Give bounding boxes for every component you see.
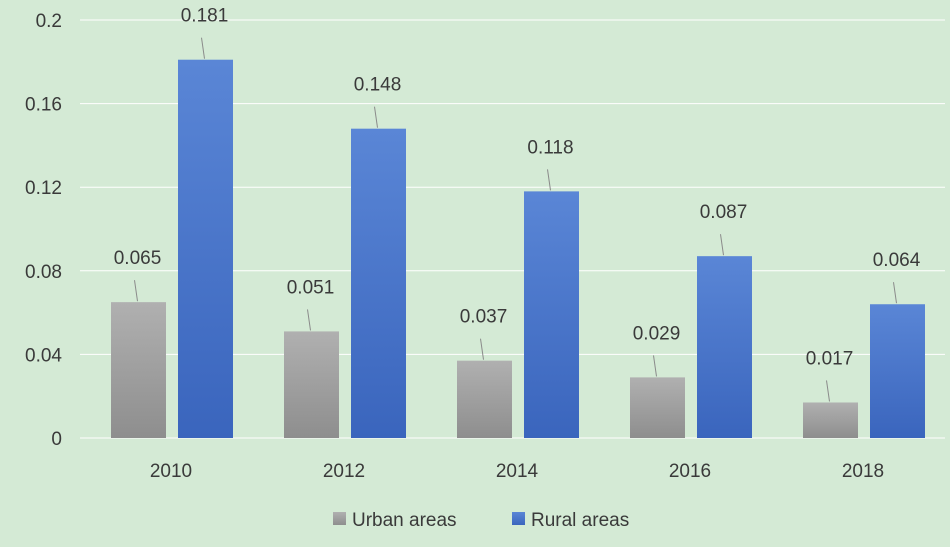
label-leaders: [134, 37, 897, 402]
bar-rural-2010: [178, 59, 233, 439]
bar-urban-2018: [803, 402, 858, 438]
data-label-rural-2012: 0.148: [354, 75, 402, 96]
data-label-urban-2016: 0.029: [633, 323, 681, 344]
label-leader-line: [307, 309, 311, 331]
x-tick-label: 2010: [150, 461, 192, 482]
data-label-rural-2014: 0.118: [527, 137, 573, 158]
legend-label-rural: Rural areas: [531, 510, 629, 531]
label-leader-line: [826, 380, 830, 402]
y-tick-label: 0.04: [25, 345, 62, 366]
bar-rural-2012: [351, 128, 406, 438]
y-tick-label: 0: [51, 429, 62, 450]
legend-label-urban: Urban areas: [352, 510, 457, 531]
label-leader-line: [720, 234, 724, 256]
bar-rural-2014: [524, 191, 579, 438]
legend: Urban areas Rural areas: [333, 510, 629, 531]
bar-rural-2016: [697, 256, 752, 438]
bar-urban-2012: [284, 331, 339, 438]
label-leader-line: [893, 282, 897, 304]
label-leader-line: [480, 338, 484, 360]
bars: [111, 59, 925, 439]
bar-urban-2010: [111, 302, 166, 438]
y-tick-label: 0.12: [25, 178, 62, 199]
label-leader-line: [201, 37, 205, 59]
y-tick-label: 0.08: [25, 262, 62, 283]
data-label-urban-2018: 0.017: [806, 348, 854, 369]
label-leader-line: [547, 169, 551, 191]
data-label-rural-2016: 0.087: [700, 202, 748, 223]
data-label-rural-2018: 0.064: [873, 250, 921, 271]
y-tick-label: 0.16: [25, 95, 62, 116]
data-labels: 0.065 0.181 0.051 0.148 0.037 0.118 0.029 0.087…: [114, 6, 921, 370]
bar-rural-2018: [870, 304, 925, 438]
y-axis-ticks: 0 0.04 0.08 0.12 0.16 0.2: [25, 11, 62, 450]
bar-urban-2016: [630, 377, 685, 438]
data-label-urban-2012: 0.051: [287, 277, 335, 298]
x-tick-label: 2018: [842, 461, 884, 482]
x-tick-label: 2014: [496, 461, 539, 482]
legend-swatch-rural: [512, 512, 525, 525]
legend-swatch-urban: [333, 512, 346, 525]
label-leader-line: [374, 106, 378, 128]
data-label-rural-2010: 0.181: [181, 6, 229, 27]
x-tick-label: 2012: [323, 461, 365, 482]
label-leader-line: [134, 280, 138, 302]
label-leader-line: [653, 355, 657, 377]
y-tick-label: 0.2: [36, 11, 62, 32]
data-label-urban-2014: 0.037: [460, 307, 508, 328]
data-label-urban-2010: 0.065: [114, 248, 162, 269]
bar-urban-2014: [457, 360, 512, 438]
x-axis-ticks: 2010 2012 2014 2016 2018: [150, 461, 884, 482]
x-tick-label: 2016: [669, 461, 711, 482]
